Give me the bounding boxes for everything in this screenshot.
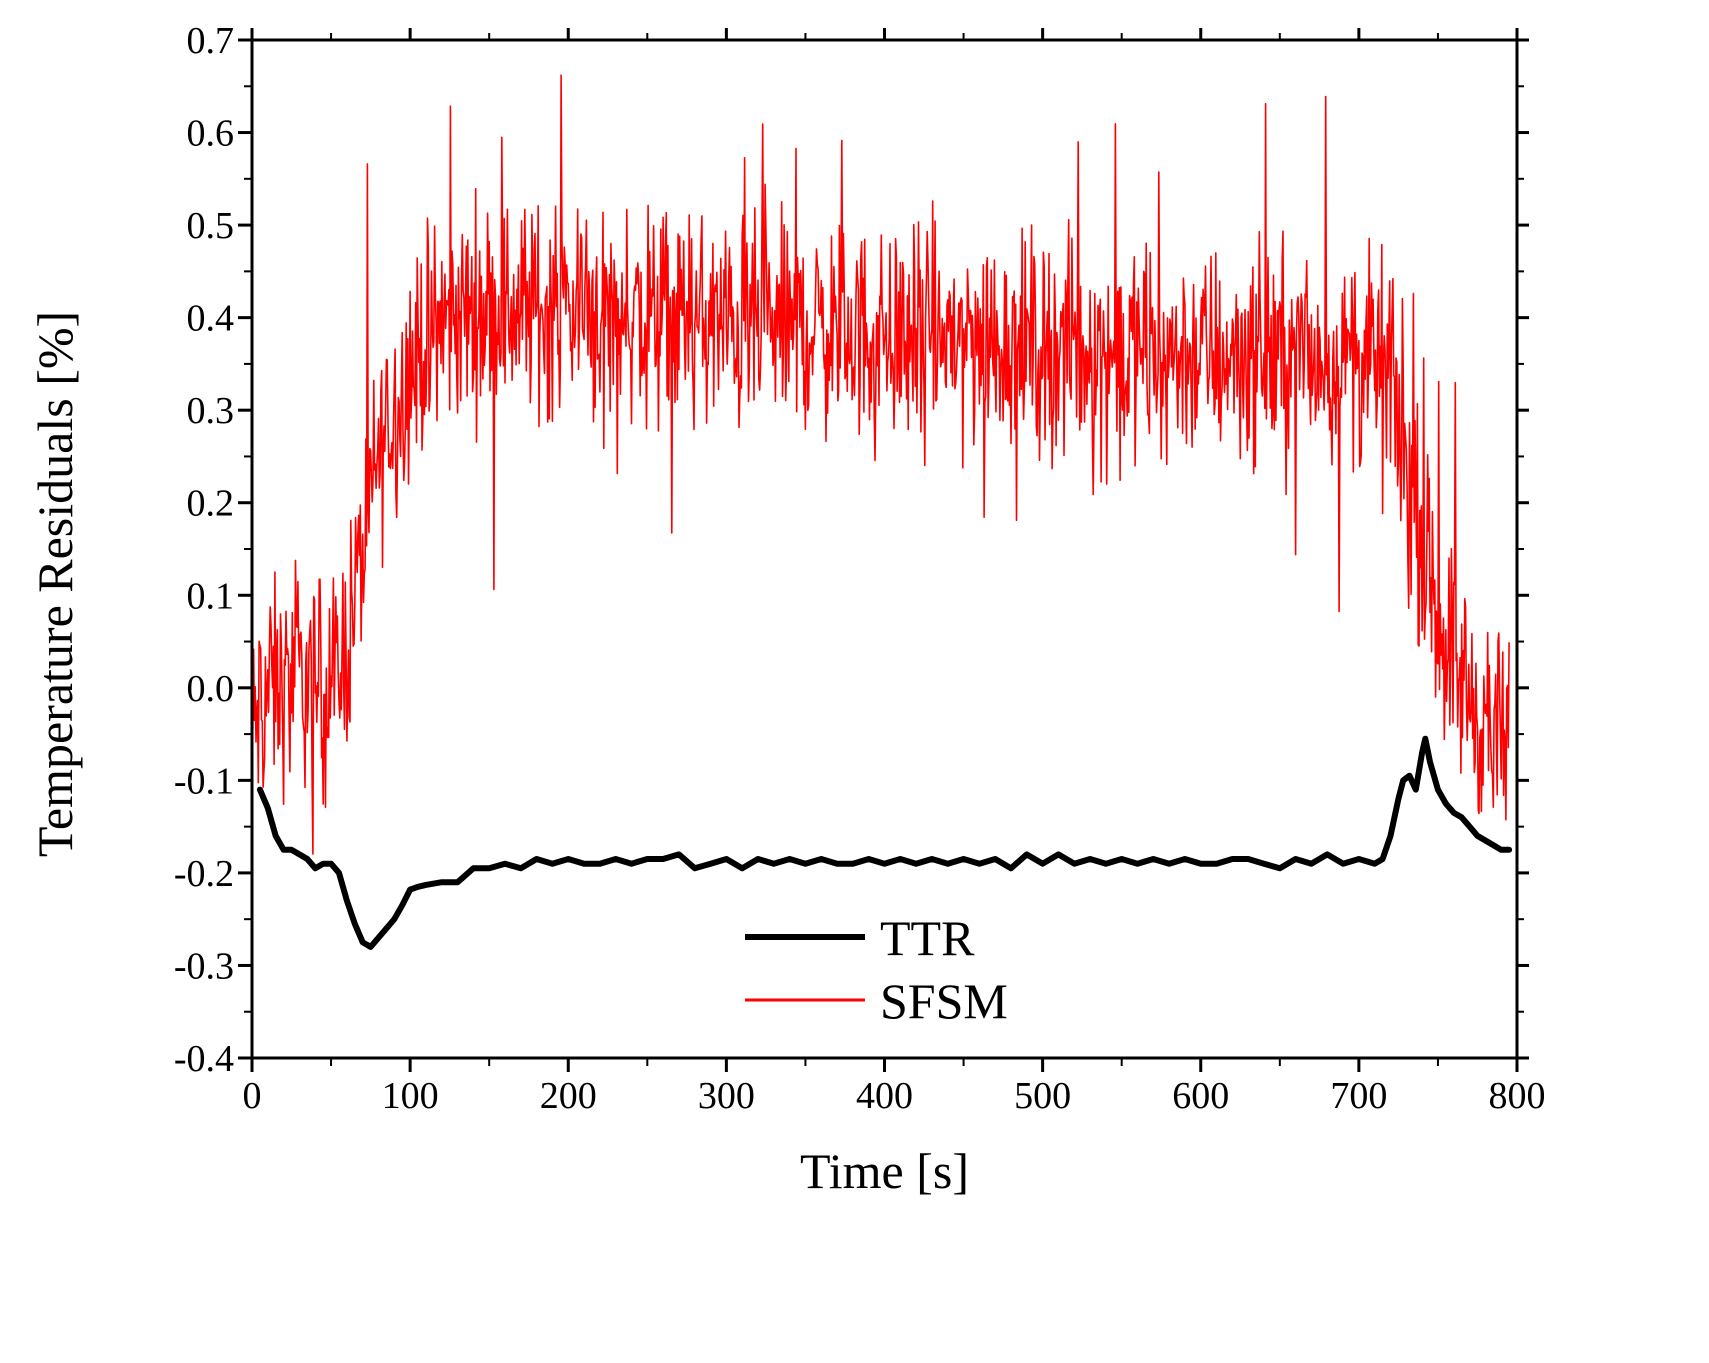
legend: TTR SFSM	[745, 910, 1008, 1029]
y-tick-label: 0.3	[187, 390, 235, 432]
y-axis-label: Temperature Residuals [%]	[27, 311, 83, 857]
legend-label-ttr: TTR	[880, 910, 975, 966]
x-axis: 0 100 200 300 400 500 600 700 800	[243, 28, 1546, 1117]
x-tick-label: 300	[698, 1075, 755, 1117]
plot-area-frame	[250, 38, 1519, 1060]
y-tick-label: 0.5	[187, 205, 235, 247]
x-tick-label: 400	[856, 1075, 913, 1117]
sfsm-series	[251, 74, 1510, 855]
y-tick-label: -0.1	[174, 760, 234, 802]
y-tick-label: 0.1	[187, 575, 235, 617]
y-tick-label: 0.6	[187, 113, 235, 155]
ttr-line	[256, 735, 1513, 950]
y-tick-label: -0.4	[174, 1038, 234, 1080]
x-tick-label: 0	[243, 1075, 262, 1117]
y-tick-label: 0.0	[187, 668, 235, 710]
x-tick-label: 500	[1014, 1075, 1071, 1117]
y-tick-label: 0.7	[187, 20, 235, 62]
x-tick-label: 800	[1489, 1075, 1546, 1117]
ttr-series	[256, 735, 1513, 950]
legend-label-sfsm: SFSM	[880, 973, 1008, 1029]
y-tick-label: -0.2	[174, 853, 234, 895]
y-tick-label: 0.2	[187, 483, 235, 525]
y-tick-label: 0.4	[187, 298, 235, 340]
y-tick-label: -0.3	[174, 945, 234, 987]
x-tick-label: 600	[1172, 1075, 1229, 1117]
x-tick-label: 700	[1330, 1075, 1387, 1117]
x-axis-label: Time [s]	[800, 1143, 969, 1199]
sfsm-line	[251, 74, 1510, 855]
x-tick-label: 200	[540, 1075, 597, 1117]
y-axis: -0.4 -0.3 -0.2 -0.1 0.0 0.1 0.2 0.3 0.4 0.5 0.6 0.7	[174, 20, 1529, 1080]
x-tick-label: 100	[382, 1075, 439, 1117]
